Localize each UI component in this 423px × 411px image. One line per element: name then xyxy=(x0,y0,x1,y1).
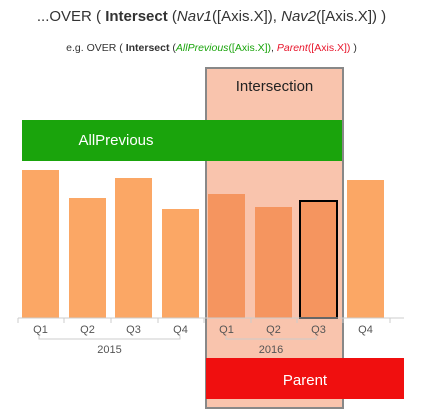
intersection-label: Intersection xyxy=(235,78,314,95)
x-tick-label: Q4 xyxy=(173,324,188,336)
x-tick-label: Q1 xyxy=(219,324,234,336)
bar-2015-q1 xyxy=(22,170,59,318)
bar-2015-q2 xyxy=(69,198,106,318)
parent-band xyxy=(206,358,404,399)
group-label-2015: 2015 xyxy=(97,344,121,356)
bar-2016-q1 xyxy=(208,194,245,318)
x-tick-label: Q2 xyxy=(80,324,95,336)
group-bracket xyxy=(225,336,317,340)
bar-2016-q2 xyxy=(255,207,292,318)
x-tick-label: Q2 xyxy=(266,324,281,336)
bar-2016-q3 xyxy=(300,201,337,318)
group-label-2016: 2016 xyxy=(259,344,283,356)
x-tick-label: Q3 xyxy=(126,324,141,336)
x-tick-label: Q4 xyxy=(358,324,373,336)
all-previous-band xyxy=(22,120,342,161)
x-tick-label: Q3 xyxy=(311,324,326,336)
x-tick-label: Q1 xyxy=(33,324,48,336)
formula-text: ...OVER ( Intersect (Nav1([Axis.X]), Nav… xyxy=(36,8,387,25)
example-nav2: Parent xyxy=(276,42,308,54)
group-bracket xyxy=(38,336,181,340)
bar-2016-q4 xyxy=(347,180,384,318)
parent-label: Parent xyxy=(282,372,328,389)
example-text: e.g. OVER ( Intersect (AllPrevious([Axis… xyxy=(66,42,357,54)
all-previous-label: AllPrevious xyxy=(78,132,154,149)
bar-2015-q4 xyxy=(162,209,199,318)
bar-2015-q3 xyxy=(115,178,152,318)
example-nav1: AllPrevious xyxy=(175,42,229,54)
